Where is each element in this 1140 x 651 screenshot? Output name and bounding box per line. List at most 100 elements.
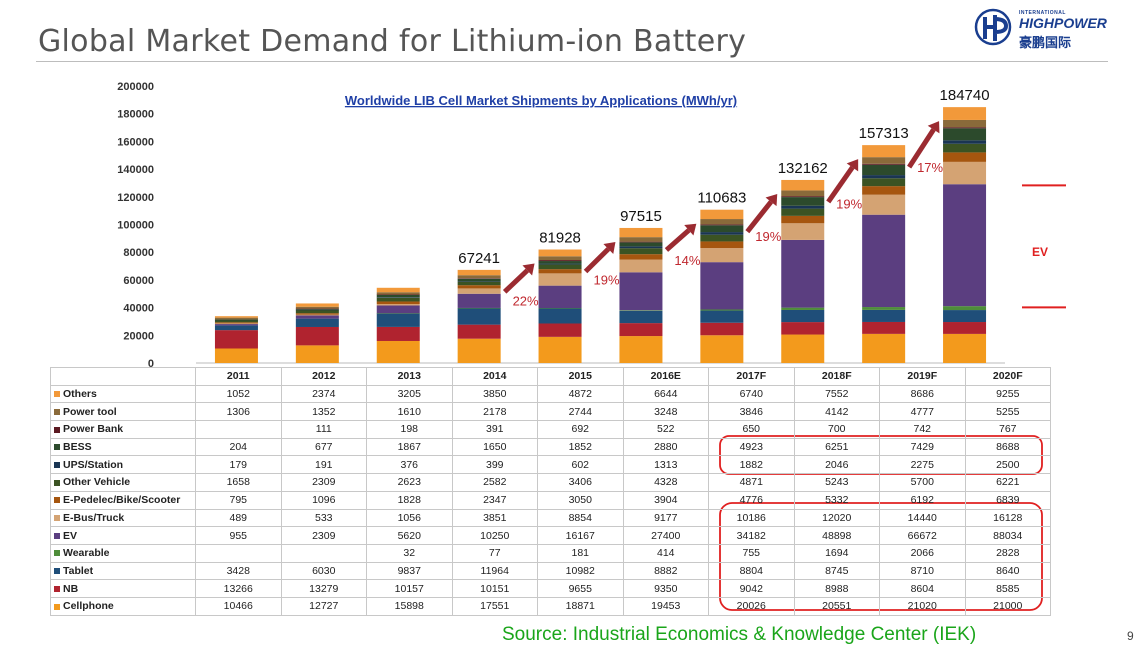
table-cell: 4328	[622, 473, 709, 492]
table-cell: 1694	[793, 543, 880, 563]
table-cell: 198	[366, 420, 453, 439]
legend-swatch	[54, 444, 60, 451]
bar-segment-ev	[781, 239, 825, 308]
bar-segment-nb	[781, 322, 825, 335]
bar-segment-ev	[376, 305, 420, 314]
table-row: Others 1052 2374 3205 3850 4872 6644 6740 7552 86…	[50, 384, 1051, 404]
growth-arrow-head	[927, 121, 940, 134]
title-divider	[36, 61, 1108, 62]
bar-segment-other-vehicle	[700, 234, 744, 242]
table-cell: 111	[280, 420, 367, 439]
y-tick-label: 0	[148, 358, 154, 370]
bar-segment-others	[457, 269, 501, 276]
y-tick-label: 160000	[117, 136, 154, 148]
bar-segment-e-bus-truck	[700, 248, 744, 263]
bar-total-label: 81928	[539, 230, 581, 247]
table-row: UPS/Station 179 191 376 399 602 1313 1882 2046 22…	[50, 455, 1051, 475]
table-series-label: NB	[50, 579, 196, 598]
table-cell: 1096	[280, 490, 367, 510]
bar-segment-ev	[700, 262, 744, 310]
table-row: E-Pedelec/Bike/Scooter 795 1096 1828 2347 305…	[50, 490, 1051, 510]
bar-segment-ups-station	[862, 175, 906, 179]
table-series-label: E-Pedelec/Bike/Scooter	[50, 490, 196, 510]
table-cell: 6030	[280, 561, 367, 581]
bar-segment-ups-station	[295, 309, 339, 311]
bar-segment-power-bank	[700, 224, 744, 226]
table-cell: 1828	[366, 490, 453, 510]
table-cell: 8604	[879, 579, 966, 598]
growth-arrow-head	[684, 223, 697, 236]
company-logo: INTERNATIONAL HIGHPOWER 豪鹏国际	[973, 5, 1133, 50]
bar-segment-cellphone	[214, 348, 258, 363]
table-row: Other Vehicle 1658 2309 2623 2582 3406 4328 487…	[50, 473, 1051, 492]
bar-segment-ups-station	[538, 263, 582, 265]
bar-segment-power-tool	[376, 292, 420, 295]
bar-segment-bess	[376, 294, 420, 298]
table-cell: 10151	[451, 579, 538, 598]
table-cell: 77	[451, 543, 538, 563]
table-cell: 9042	[708, 579, 795, 598]
highpower-logo-icon	[974, 8, 1012, 46]
legend-swatch	[54, 408, 60, 415]
bar-segment-others	[943, 107, 987, 120]
table-year-header: 2016E	[622, 367, 709, 386]
bar-total-label: 67241	[458, 250, 500, 267]
table-cell: 3205	[366, 384, 453, 404]
growth-arrow	[745, 200, 774, 234]
bar-segment-tablet	[700, 310, 744, 323]
table-cell: 27400	[622, 526, 709, 545]
bar-segment-cellphone	[295, 345, 339, 363]
bar-segment-ups-station	[214, 319, 258, 321]
table-cell: 9837	[366, 561, 453, 581]
bar-segment-wearable	[619, 310, 663, 311]
y-tick-label: 120000	[117, 192, 154, 204]
bar-segment-ups-station	[781, 205, 825, 209]
table-cell: 2066	[879, 543, 966, 563]
bar-segment-tablet	[781, 309, 825, 323]
bar-segment-cellphone	[781, 334, 825, 363]
table-cell: 14440	[879, 508, 966, 528]
table-cell: 34182	[708, 526, 795, 545]
legend-swatch	[54, 515, 60, 522]
table-series-label: Others	[50, 384, 196, 404]
table-cell: 204	[195, 437, 282, 457]
bar-segment-nb	[214, 330, 258, 349]
table-cell: 8882	[622, 561, 709, 581]
table-cell: 1650	[451, 437, 538, 457]
table-cell: 66672	[879, 526, 966, 545]
bar-segment-wearable	[862, 307, 906, 310]
table-cell: 15898	[366, 596, 453, 616]
table-cell: 6221	[964, 473, 1051, 492]
bar-segment-e-pedelec-bike-scooter	[700, 241, 744, 249]
legend-swatch	[54, 426, 60, 433]
bar-segment-nb	[457, 324, 501, 339]
table-year-header: 2020F	[964, 367, 1051, 386]
legend-swatch	[54, 497, 60, 504]
y-tick-label: 200000	[117, 81, 154, 93]
bar-segment-power-bank	[376, 294, 420, 295]
legend-label: Power Bank	[63, 423, 124, 436]
table-cell: 13266	[195, 579, 282, 598]
bar-segment-power-tool	[214, 317, 258, 320]
table-cell: 2309	[280, 526, 367, 545]
bar-segment-tablet	[376, 313, 420, 327]
bar-segment-other-vehicle	[619, 248, 663, 255]
table-cell: 2275	[879, 455, 966, 475]
growth-rate-label: 22%	[513, 294, 539, 309]
table-cell: 19453	[622, 596, 709, 616]
bar-segment-ev	[457, 293, 501, 308]
bar-segment-others	[214, 316, 258, 318]
table-cell: 399	[451, 455, 538, 475]
table-cell: 10466	[195, 596, 282, 616]
table-row: NB 13266 13279 10157 10151 9655 9350 9042 8988 86…	[50, 579, 1051, 598]
table-cell: 1658	[195, 473, 282, 492]
table-cell: 1867	[366, 437, 453, 457]
bar-total-label: 157313	[859, 125, 909, 142]
bar-segment-others	[295, 303, 339, 307]
table-cell: 391	[451, 420, 538, 439]
table-year-header: 2017F	[708, 367, 795, 386]
table-cell: 191	[280, 455, 367, 475]
table-cell: 88034	[964, 526, 1051, 545]
bar-segment-nb	[376, 326, 420, 341]
legend-label: Wearable	[63, 547, 110, 560]
